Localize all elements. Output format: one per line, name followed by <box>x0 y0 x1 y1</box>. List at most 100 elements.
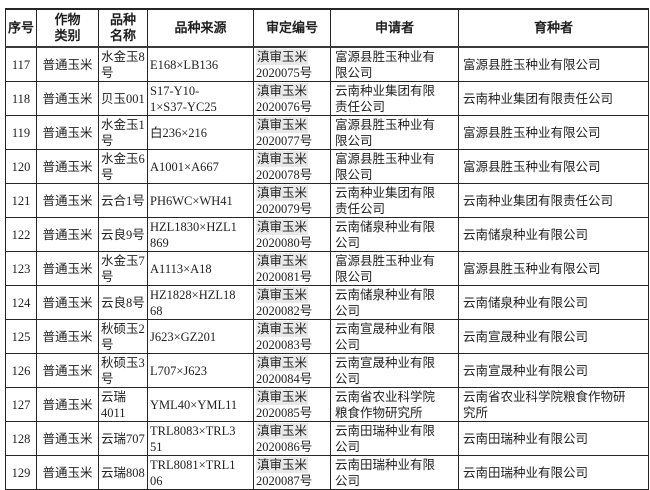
cell-approval-number: 滇审玉米 2020078号 <box>253 149 331 184</box>
cell-variety-name: 秋硕玉2 号 <box>98 319 148 354</box>
cell-applicant: 云南储泉种业有限 公司 <box>330 217 459 252</box>
cell-applicant: 云南种业集团有限 责任公司 <box>330 81 459 116</box>
cell-serial-number: 125 <box>5 319 37 354</box>
cell-breeder: 富源县胜玉种业有限公司 <box>458 251 649 286</box>
cell-variety-source: 白236×216 <box>147 115 254 150</box>
cell-serial-number: 126 <box>5 353 37 388</box>
cell-serial-number: 118 <box>5 81 37 116</box>
cell-variety-name: 秋硕玉3 号 <box>98 353 148 388</box>
approval-prefix-highlight: 滇审玉米 <box>256 422 309 439</box>
cell-applicant: 富源县胜玉种业有 限公司 <box>330 251 459 286</box>
cell-serial-number: 124 <box>5 285 37 320</box>
approval-number-text: 2020080号 <box>256 235 313 250</box>
cell-variety-name: 水金玉6 号 <box>98 149 148 184</box>
cell-variety-source: TRL8083×TRL3 51 <box>147 421 254 456</box>
cell-variety-source: HZL1830×HZL1 869 <box>147 217 254 252</box>
cell-crop-category: 普通玉米 <box>36 217 99 252</box>
cell-applicant: 云南宣晟种业有限 公司 <box>330 353 459 388</box>
header-row: 序号 作物 类别 品种 名称 品种来源 审定编号 申请者 育种者 <box>5 8 649 48</box>
cell-applicant: 云南省农业科学院 粮食作物研究所 <box>330 387 459 422</box>
cell-serial-number: 119 <box>5 115 37 150</box>
approval-prefix-highlight: 滇审玉米 <box>256 184 309 201</box>
header-breeder: 育种者 <box>458 8 649 48</box>
table-row: 120 普通玉米 水金玉6 号 A1001×A667 滇审玉米 2020078号 富源县胜玉… <box>5 149 649 184</box>
approval-number-text: 2020079号 <box>256 201 313 216</box>
approval-number-text: 2020075号 <box>256 65 313 80</box>
cell-approval-number: 滇审玉米 2020086号 <box>253 421 331 456</box>
cell-breeder: 富源县胜玉种业有限公司 <box>458 149 649 184</box>
cell-approval-number: 滇审玉米 2020085号 <box>253 387 331 422</box>
cell-variety-source: A1001×A667 <box>147 149 254 184</box>
table-row: 121 普通玉米 云合1号 PH6WC×WH41 滇审玉米 2020079号 云南种业集团有… <box>5 183 649 218</box>
cell-applicant: 富源县胜玉种业有 限公司 <box>330 46 459 82</box>
cell-variety-name: 水金玉1 号 <box>98 115 148 150</box>
table-row: 126 普通玉米 秋硕玉3 号 L707×J623 滇审玉米 2020084号 云南宣晟种业… <box>5 353 649 388</box>
cell-variety-name: 云瑞707 <box>98 421 148 456</box>
approval-prefix-highlight: 滇审玉米 <box>256 286 309 303</box>
cell-crop-category: 普通玉米 <box>36 251 99 286</box>
table-row: 118 普通玉米 贝玉001 S17-Y10- 1×S37-YC25 滇审玉米 20200… <box>5 81 649 116</box>
approval-prefix-highlight: 滇审玉米 <box>256 82 309 99</box>
cell-crop-category: 普通玉米 <box>36 115 99 150</box>
approval-prefix-highlight: 滇审玉米 <box>256 388 309 405</box>
cell-approval-number: 滇审玉米 2020075号 <box>253 46 331 82</box>
table-row: 119 普通玉米 水金玉1 号白236×216 滇审玉米 2020077号 富源县胜玉种业… <box>5 115 649 150</box>
cell-applicant: 云南种业集团有限 责任公司 <box>330 183 459 218</box>
cell-applicant: 云南宣晟种业有限 公司 <box>330 319 459 354</box>
table-row: 117 普通玉米 水金玉8 号 E168×LB136 滇审玉米 2020075号 富源县胜玉… <box>5 46 649 82</box>
cell-breeder: 富源县胜玉种业有限公司 <box>458 115 649 150</box>
table-row: 122 普通玉米 云良9号 HZL1830×HZL1 869 滇审玉米 2020080号云… <box>5 217 649 252</box>
cell-variety-source: J623×GZ201 <box>147 319 254 354</box>
cell-applicant: 富源县胜玉种业有 限公司 <box>330 149 459 184</box>
cell-breeder: 云南田瑞种业有限公司 <box>458 421 649 456</box>
cell-crop-category: 普通玉米 <box>36 149 99 184</box>
header-no: 序号 <box>5 8 37 48</box>
approval-prefix-highlight: 滇审玉米 <box>256 320 309 337</box>
cell-approval-number: 滇审玉米 2020080号 <box>253 217 331 252</box>
approval-number-text: 2020081号 <box>256 269 313 284</box>
cell-variety-source: HZ1828×HZL18 68 <box>147 285 254 320</box>
cell-variety-name: 水金玉8 号 <box>98 46 148 82</box>
cell-crop-category: 普通玉米 <box>36 285 99 320</box>
cell-variety-name: 云良8号 <box>98 285 148 320</box>
header-name: 品种 名称 <box>98 8 148 48</box>
table-row: 124 普通玉米 云良8号 HZ1828×HZL18 68 滇审玉米 2020082号 云南… <box>5 285 649 320</box>
table-body: 117 普通玉米 水金玉8 号 E168×LB136 滇审玉米 2020075号 富源县胜玉… <box>5 46 649 490</box>
cell-crop-category: 普通玉米 <box>36 455 99 490</box>
approval-number-text: 2020083号 <box>256 337 313 352</box>
table-row: 123 普通玉米 水金玉7 号 A1113×A18 滇审玉米 2020081号 富源县胜玉种… <box>5 251 649 286</box>
cell-approval-number: 滇审玉米 2020084号 <box>253 353 331 388</box>
approval-prefix-highlight: 滇审玉米 <box>256 354 309 371</box>
approval-number-text: 2020085号 <box>256 405 313 420</box>
cell-crop-category: 普通玉米 <box>36 319 99 354</box>
cell-variety-name: 贝玉001 <box>98 81 148 116</box>
cell-serial-number: 128 <box>5 421 37 456</box>
header-category: 作物 类别 <box>36 8 99 48</box>
cell-applicant: 富源县胜玉种业有 限公司 <box>330 115 459 150</box>
cell-variety-source: E168×LB136 <box>147 46 254 82</box>
cell-serial-number: 120 <box>5 149 37 184</box>
approval-prefix-highlight: 滇审玉米 <box>256 218 309 235</box>
table-row: 125 普通玉米 秋硕玉2 号 J623×GZ201 滇审玉米 2020083号 云南宣晟种… <box>5 319 649 354</box>
approval-prefix-highlight: 滇审玉米 <box>256 116 309 133</box>
cell-applicant: 云南储泉种业有限 公司 <box>330 285 459 320</box>
cell-breeder: 云南种业集团有限责任公司 <box>458 81 649 116</box>
cell-crop-category: 普通玉米 <box>36 81 99 116</box>
approval-number-text: 2020076号 <box>256 99 313 114</box>
approval-number-text: 2020086号 <box>256 439 313 454</box>
approval-prefix-highlight: 滇审玉米 <box>256 252 309 269</box>
cell-variety-name: 水金玉7 号 <box>98 251 148 286</box>
header-applicant: 申请者 <box>330 8 459 48</box>
cell-approval-number: 滇审玉米 2020081号 <box>253 251 331 286</box>
cell-breeder: 富源县胜玉种业有限公司 <box>458 46 649 82</box>
cell-variety-name: 云良9号 <box>98 217 148 252</box>
approval-number-text: 2020082号 <box>256 303 313 318</box>
cell-breeder: 云南种业集团有限责任公司 <box>458 183 649 218</box>
cell-variety-name: 云合1号 <box>98 183 148 218</box>
header-approval: 审定编号 <box>253 8 331 48</box>
cell-crop-category: 普通玉米 <box>36 353 99 388</box>
cell-applicant: 云南田瑞种业有限 公司 <box>330 421 459 456</box>
cell-approval-number: 滇审玉米 2020082号 <box>253 285 331 320</box>
cell-approval-number: 滇审玉米 2020083号 <box>253 319 331 354</box>
cell-approval-number: 滇审玉米 2020087号 <box>253 455 331 490</box>
